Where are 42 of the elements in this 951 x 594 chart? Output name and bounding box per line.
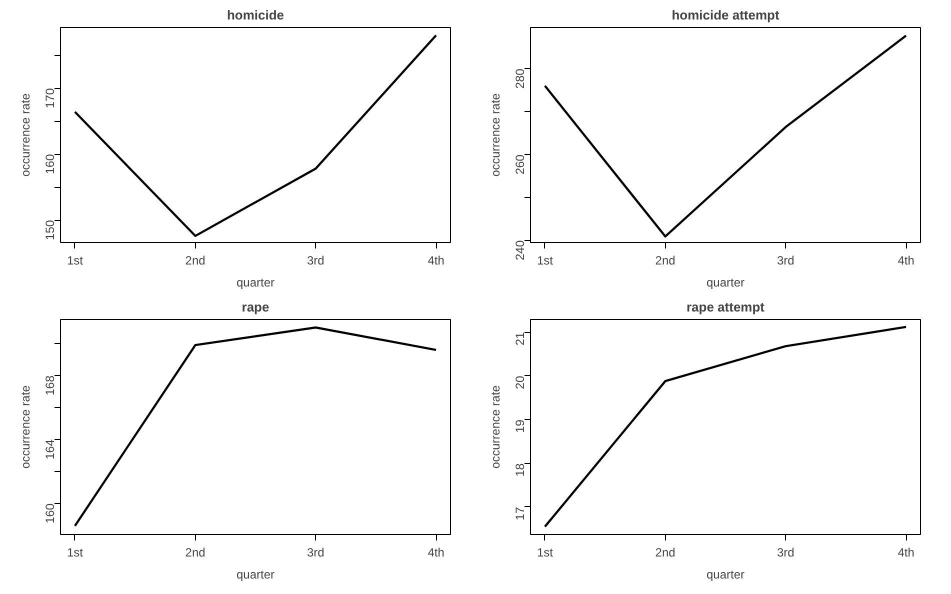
x-tick-label: 1st: [536, 254, 554, 268]
x-tick-label: 3rd: [307, 546, 324, 560]
x-axis-title: quarter: [706, 276, 745, 290]
x-tick-label: 3rd: [777, 546, 794, 560]
x-tick-label: 2nd: [185, 546, 206, 560]
y-tick-label: 160: [43, 503, 57, 524]
x-tick-label: 4th: [428, 546, 444, 560]
y-tick-label: 21: [513, 332, 527, 346]
x-tick-label: 2nd: [655, 254, 676, 268]
x-tick-label: 1st: [66, 546, 84, 560]
y-tick-label: 19: [513, 419, 527, 433]
chart-title: rape: [242, 300, 270, 314]
y-tick-label: 280: [513, 68, 527, 89]
y-tick-label: 18: [513, 462, 527, 477]
chart-title: homicide attempt: [672, 8, 780, 22]
x-tick-label: 4th: [428, 254, 444, 268]
x-tick-label: 3rd: [777, 254, 794, 268]
y-tick-label: 17: [513, 506, 527, 520]
x-tick-label: 4th: [898, 254, 914, 268]
x-tick-label: 1st: [66, 254, 84, 268]
chart-title: rape attempt: [686, 300, 766, 314]
y-tick-label: 150: [43, 220, 57, 240]
x-axis-title: quarter: [236, 568, 275, 582]
y-axis-title: occurrence rate: [488, 92, 502, 177]
x-tick-label: 2nd: [655, 546, 676, 560]
x-tick-label: 3rd: [307, 254, 324, 268]
y-tick-label: 160: [43, 154, 57, 174]
y-tick-label: 168: [43, 375, 57, 396]
y-axis-title: occurrence rate: [488, 384, 502, 469]
x-tick-label: 1st: [536, 546, 554, 560]
y-axis-title: occurrence rate: [18, 384, 32, 469]
x-tick-label: 4th: [898, 546, 914, 560]
y-axis-title: occurrence rate: [18, 92, 32, 177]
y-tick-label: 164: [43, 439, 57, 460]
y-tick-label: 240: [513, 240, 527, 260]
y-tick-label: 260: [513, 154, 527, 175]
chart-title: homicide: [226, 8, 284, 22]
x-axis-title: quarter: [706, 568, 745, 582]
x-axis-title: quarter: [236, 276, 275, 290]
x-tick-label: 2nd: [185, 254, 206, 268]
y-tick-label: 20: [513, 376, 527, 390]
y-tick-label: 170: [43, 88, 57, 108]
